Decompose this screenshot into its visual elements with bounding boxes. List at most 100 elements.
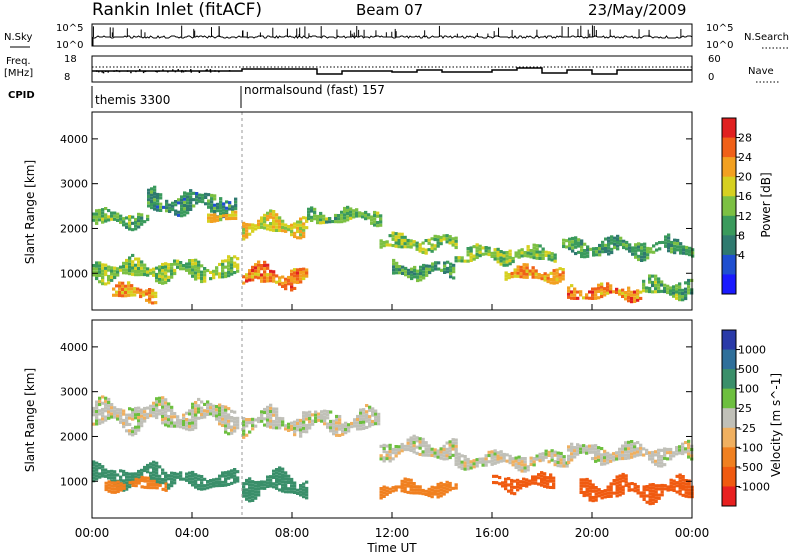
heatmap-cell [98,264,102,268]
heatmap-cell [448,456,452,460]
heatmap-cell [496,460,500,464]
heatmap-cell [188,259,192,263]
heatmap-cell [128,485,132,489]
heatmap-cell [681,452,685,456]
colorbar-tick-label: -100 [738,441,763,454]
heatmap-cell [230,428,234,432]
heatmap-cell [278,228,282,232]
heatmap-cell [346,208,350,212]
heatmap-cell [156,208,160,212]
heatmap-cell [421,488,425,492]
heatmap-cell [687,491,691,495]
heatmap-cell [290,288,294,292]
heatmap-cell [137,478,141,482]
heatmap-cell [495,481,499,485]
heatmap-cell [263,223,267,227]
heatmap-cell [442,237,446,241]
heatmap-cell [615,454,619,458]
heatmap-cell [618,454,622,458]
heatmap-cell [95,267,99,271]
heatmap-cell [427,490,431,494]
heatmap-cell [616,237,620,241]
heatmap-cell [281,284,285,288]
heatmap-cell [583,242,587,246]
heatmap-cell [606,485,610,489]
heatmap-cell [675,484,679,488]
heatmap-cell [395,261,399,265]
heatmap-cell [92,469,96,473]
heatmap-cell [547,257,551,261]
heatmap-cell [143,469,147,473]
heatmap-cell [171,208,175,212]
heatmap-cell [257,276,261,280]
heatmap-cell [550,452,554,456]
heatmap-cell [167,483,171,487]
heatmap-cell [505,453,509,457]
heatmap-cell [547,251,551,255]
heatmap-cell [124,284,128,288]
heatmap-cell [664,238,668,242]
heatmap-cell [529,456,533,460]
heatmap-cell [340,210,344,214]
heatmap-cell [490,456,494,460]
heatmap-cell [519,272,523,276]
heatmap-cell [152,467,156,471]
heatmap-cell [457,459,461,463]
heatmap-cell [534,478,538,482]
heatmap-cell [269,225,273,229]
heatmap-cell [257,226,261,230]
heatmap-cell [642,485,646,489]
heatmap-cell [475,249,479,253]
heatmap-cell [155,480,159,484]
heatmap-cell [227,425,231,429]
heatmap-cell [597,286,601,290]
heatmap-cell [152,267,156,271]
velocity-heatmap-band-11 [579,472,694,506]
heatmap-cell [640,258,644,262]
heatmap-cell [101,414,105,418]
heatmap-cell [158,477,162,481]
heatmap-cell [128,259,132,263]
heatmap-cell [113,473,117,477]
heatmap-cell [104,474,108,478]
heatmap-cell [242,435,246,439]
heatmap-cell [206,403,210,407]
heatmap-cell [326,425,330,429]
heatmap-cell [510,271,514,275]
heatmap-cell [269,422,273,426]
heatmap-cell [538,256,542,260]
heatmap-cell [305,490,309,494]
heatmap-cell [122,483,126,487]
freq-point [180,71,183,73]
heatmap-cell [219,214,223,218]
heatmap-cell [552,281,556,285]
heatmap-cell [323,415,327,419]
heatmap-cell [228,201,232,205]
freq-point [206,69,208,71]
heatmap-cell [272,219,276,223]
heatmap-cell [672,291,676,295]
heatmap-cell [688,253,692,257]
colorbar-swatch [722,330,736,351]
heatmap-cell [230,431,234,435]
heatmap-cell [248,269,252,273]
heatmap-cell [684,491,688,495]
heatmap-cell [434,267,438,271]
heatmap-cell [233,429,237,433]
heatmap-cell [219,203,223,207]
heatmap-cell [445,454,449,458]
heatmap-cell [412,482,416,486]
heatmap-cell [143,273,147,277]
heatmap-cell [559,464,563,468]
heatmap-cell [430,243,434,247]
heatmap-cell [104,406,108,410]
heatmap-cell [394,448,398,452]
heatmap-cell [505,260,509,264]
heatmap-cell [128,422,132,426]
colorbar-tick-label: 4 [738,249,745,262]
heatmap-cell [207,193,211,197]
heatmap-cell [412,491,416,495]
heatmap-cell [236,263,240,267]
heatmap-cell [588,489,592,493]
heatmap-cell [290,477,294,481]
